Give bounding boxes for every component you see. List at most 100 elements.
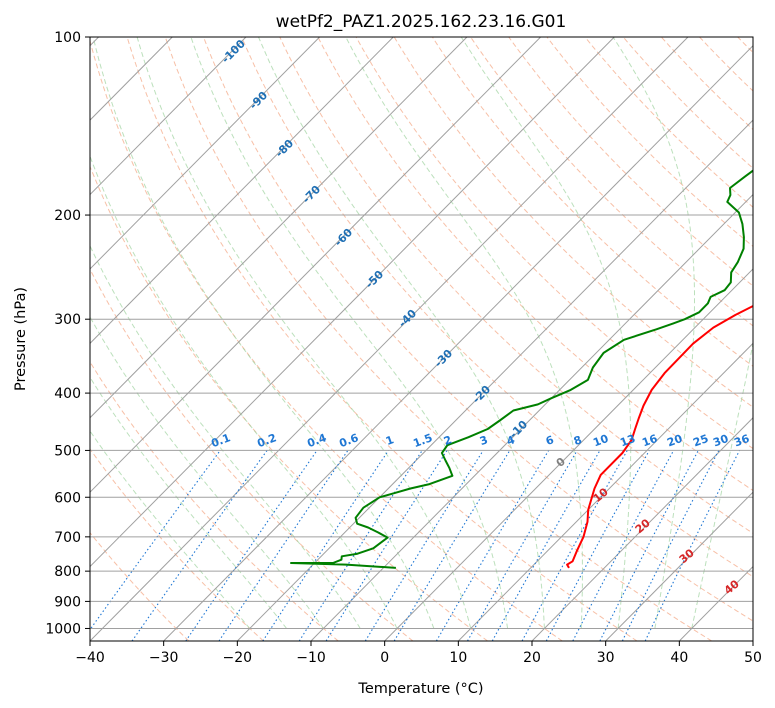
mixing-ratio-label: 8 bbox=[572, 433, 584, 448]
x-tick-label: 20 bbox=[523, 650, 541, 666]
x-tick-label: −30 bbox=[149, 650, 179, 666]
moist-adiabat bbox=[136, 37, 472, 629]
mixing-ratio-label: 13 bbox=[618, 432, 637, 449]
dry-adiabat bbox=[699, 37, 753, 92]
mixing-ratio-label: 0.1 bbox=[209, 431, 232, 450]
mixing-ratio-label: 1.5 bbox=[411, 431, 434, 450]
y-tick-label: 100 bbox=[54, 30, 81, 46]
moist-adiabat bbox=[90, 430, 251, 629]
moist-adiabat bbox=[90, 154, 398, 629]
y-tick-label: 900 bbox=[54, 594, 81, 610]
isotherm-line bbox=[531, 417, 753, 641]
mixing-ratio-line bbox=[90, 450, 221, 631]
dry-adiabat bbox=[622, 37, 753, 169]
mixing-ratio-line bbox=[521, 450, 628, 641]
isotherm-line bbox=[90, 37, 320, 270]
y-tick-label: 200 bbox=[54, 208, 81, 224]
x-tick-label: −40 bbox=[75, 650, 105, 666]
mixing-ratio-line bbox=[644, 450, 741, 641]
moist-adiabat bbox=[258, 37, 545, 629]
moist-adiabat-label: 30 bbox=[677, 546, 697, 566]
mixing-ratio-label: 16 bbox=[640, 432, 659, 450]
mixing-ratio-line bbox=[131, 450, 268, 641]
isotherm-line bbox=[605, 491, 753, 641]
isotherm-line bbox=[90, 37, 394, 345]
dewpoint-line bbox=[290, 169, 753, 569]
moist-adiabat bbox=[691, 341, 753, 629]
moist-adiabat bbox=[90, 244, 361, 629]
dry-adiabat bbox=[355, 37, 753, 450]
mixing-ratio-label: 4 bbox=[505, 433, 517, 448]
x-tick-label: −10 bbox=[296, 650, 326, 666]
dry-adiabat bbox=[737, 37, 753, 54]
mixing-ratio-label: 30 bbox=[711, 432, 730, 450]
mixing-ratio-line bbox=[545, 450, 650, 641]
moist-adiabat bbox=[612, 37, 695, 629]
y-tick-label: 600 bbox=[54, 490, 81, 506]
dry-adiabat bbox=[660, 37, 753, 131]
mixing-ratio-label: 0.6 bbox=[337, 431, 360, 450]
isotherm-line bbox=[384, 268, 753, 641]
isotherm-line bbox=[90, 37, 615, 568]
mixing-ratio-label: 10 bbox=[591, 432, 610, 450]
y-tick-label: 400 bbox=[54, 386, 81, 402]
mixing-ratio-line bbox=[491, 450, 601, 641]
isotherm-line bbox=[90, 37, 541, 493]
x-tick-label: 0 bbox=[380, 650, 389, 666]
y-tick-label: 800 bbox=[54, 564, 81, 580]
y-tick-label: 700 bbox=[54, 530, 81, 546]
dry-adiabat bbox=[393, 37, 753, 408]
plot-frame bbox=[89, 36, 754, 642]
mixing-ratio-label: 20 bbox=[665, 432, 684, 450]
x-tick-label: −20 bbox=[223, 650, 253, 666]
dry-adiabat bbox=[508, 37, 753, 287]
mixing-ratio-line bbox=[185, 450, 318, 641]
mixing-ratio-label: 6 bbox=[544, 433, 556, 448]
y-tick-label: 500 bbox=[54, 443, 81, 459]
isotherm-label: -80 bbox=[273, 137, 296, 160]
mixing-ratio-label: 0.4 bbox=[305, 431, 328, 450]
x-axis: −40 −30 −20 −10 0 10 20 30 40 50 bbox=[75, 641, 762, 666]
mixing-ratio-line bbox=[393, 450, 511, 641]
y-axis: 100 200 300 400 500 600 700 800 900 1000 bbox=[45, 30, 90, 637]
mixing-ratio-label: 36 bbox=[732, 432, 751, 450]
moist-adiabat bbox=[460, 37, 632, 629]
x-tick-label: 50 bbox=[744, 650, 762, 666]
chart-title: wetPf2_PAZ1.2025.162.23.16.G01 bbox=[276, 12, 567, 32]
moist-adiabat bbox=[345, 37, 583, 629]
isotherm-label: -60 bbox=[332, 226, 355, 249]
dry-adiabat bbox=[90, 531, 190, 641]
mixing-ratio-line bbox=[599, 450, 699, 641]
mixing-ratio-line bbox=[621, 450, 720, 641]
x-axis-title: Temperature (°C) bbox=[357, 681, 483, 697]
dry-adiabat bbox=[90, 38, 563, 641]
mixing-ratio-label: 0.2 bbox=[255, 431, 278, 450]
moist-adiabat bbox=[190, 37, 509, 629]
mixing-ratio-line bbox=[572, 450, 675, 641]
isotherm-line bbox=[457, 342, 753, 641]
y-tick-label: 1000 bbox=[45, 621, 81, 637]
isotherm-line bbox=[90, 37, 468, 419]
isotherm-line bbox=[236, 119, 753, 641]
isotherm-line bbox=[90, 37, 247, 196]
moist-adiabat bbox=[90, 316, 324, 629]
mixing-ratio-line bbox=[435, 450, 550, 641]
mixing-ratio-label: 25 bbox=[691, 432, 710, 449]
y-axis-title: Pressure (hPa) bbox=[13, 287, 29, 391]
mixing-ratio-label: 2 bbox=[442, 433, 454, 448]
mixing-ratio-line bbox=[298, 450, 423, 641]
mixing-ratio-line bbox=[364, 450, 484, 641]
dry-adiabat bbox=[317, 37, 753, 492]
dry-adiabat bbox=[90, 165, 488, 641]
temperature-line bbox=[566, 304, 753, 569]
dry-adiabat bbox=[241, 37, 753, 578]
y-tick-label: 300 bbox=[54, 312, 81, 328]
dry-adiabat bbox=[279, 37, 753, 534]
background-lines bbox=[90, 37, 753, 641]
mixing-ratio-line bbox=[218, 450, 349, 641]
dry-adiabat bbox=[431, 37, 753, 367]
mixing-ratio-line bbox=[325, 450, 448, 641]
mixing-ratio-label: 1 bbox=[384, 433, 396, 448]
x-tick-label: 30 bbox=[597, 650, 615, 666]
